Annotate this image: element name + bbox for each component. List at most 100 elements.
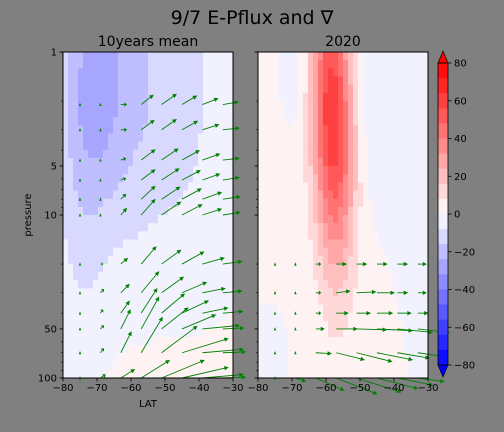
field-cell bbox=[338, 68, 344, 78]
field-cell bbox=[378, 304, 384, 314]
field-cell bbox=[78, 369, 84, 378]
field-cell bbox=[168, 117, 174, 126]
field-cell bbox=[173, 223, 179, 232]
field-cell bbox=[123, 247, 129, 257]
field-cell bbox=[63, 141, 69, 151]
field-cell bbox=[118, 109, 124, 118]
field-cell bbox=[383, 280, 389, 289]
field-cell bbox=[198, 190, 204, 200]
field-cell bbox=[298, 320, 304, 330]
field-cell bbox=[393, 255, 399, 265]
field-cell bbox=[378, 223, 384, 232]
field-cell bbox=[273, 272, 279, 281]
field-cell bbox=[418, 255, 424, 265]
field-cell bbox=[328, 361, 334, 371]
field-cell bbox=[403, 255, 409, 265]
field-cell bbox=[338, 312, 344, 322]
field-cell bbox=[223, 369, 229, 378]
field-cell bbox=[98, 174, 104, 183]
field-cell bbox=[168, 263, 174, 273]
field-cell bbox=[83, 329, 89, 338]
field-cell bbox=[88, 125, 94, 135]
field-cell bbox=[68, 76, 74, 86]
quiver-arrow bbox=[181, 150, 200, 161]
field-cell bbox=[183, 182, 189, 192]
field-cell bbox=[98, 231, 104, 241]
field-cell bbox=[138, 76, 144, 86]
field-cell bbox=[213, 76, 219, 86]
field-cell bbox=[108, 52, 114, 61]
field-cell bbox=[118, 166, 124, 175]
field-cell bbox=[303, 329, 309, 338]
field-cell bbox=[198, 231, 204, 241]
field-cell bbox=[83, 117, 89, 126]
field-cell bbox=[393, 369, 399, 378]
quiver-arrow bbox=[222, 326, 245, 331]
field-cell bbox=[143, 337, 149, 346]
field-cell bbox=[388, 125, 394, 135]
field-cell bbox=[398, 68, 404, 78]
field-cell bbox=[78, 174, 84, 183]
field-cell bbox=[83, 345, 89, 355]
field-cell bbox=[328, 263, 334, 273]
field-cell bbox=[193, 239, 199, 249]
field-cell bbox=[218, 263, 224, 273]
field-cell bbox=[213, 369, 219, 378]
field-cell bbox=[68, 109, 74, 118]
field-cell bbox=[413, 174, 419, 183]
field-cell bbox=[273, 223, 279, 232]
quiver-arrow bbox=[273, 262, 277, 266]
field-cell bbox=[383, 231, 389, 241]
field-cell bbox=[258, 312, 264, 322]
field-cell bbox=[413, 198, 419, 208]
field-cell bbox=[378, 76, 384, 86]
field-cell bbox=[278, 353, 284, 363]
field-cell bbox=[93, 60, 99, 69]
field-cell bbox=[213, 329, 219, 338]
field-cell bbox=[173, 288, 179, 298]
field-cell bbox=[178, 329, 184, 338]
field-cell bbox=[183, 125, 189, 135]
field-cell bbox=[188, 76, 194, 86]
field-cell bbox=[138, 329, 144, 338]
field-cell bbox=[218, 255, 224, 265]
field-cell bbox=[323, 182, 329, 192]
field-cell bbox=[98, 255, 104, 265]
field-cell bbox=[298, 329, 304, 338]
field-cell bbox=[343, 215, 349, 224]
field-cell bbox=[203, 361, 209, 371]
field-cell bbox=[113, 263, 119, 273]
field-cell bbox=[283, 190, 289, 200]
field-cell bbox=[158, 125, 164, 135]
field-cell bbox=[378, 280, 384, 289]
field-cell bbox=[373, 206, 379, 216]
field-cell bbox=[278, 92, 284, 102]
field-cell bbox=[83, 239, 89, 249]
field-cell bbox=[318, 320, 324, 330]
field-cell bbox=[388, 223, 394, 232]
field-cell bbox=[123, 312, 129, 322]
field-cell bbox=[423, 304, 428, 314]
field-cell bbox=[293, 361, 299, 371]
field-cell bbox=[308, 223, 314, 232]
field-cell bbox=[278, 76, 284, 86]
field-cell bbox=[98, 345, 104, 355]
field-cell bbox=[288, 92, 294, 102]
field-cell bbox=[408, 231, 414, 241]
field-cell bbox=[283, 52, 289, 61]
field-cell bbox=[138, 190, 144, 200]
field-cell bbox=[398, 280, 404, 289]
field-cell bbox=[113, 280, 119, 289]
field-cell bbox=[313, 60, 319, 69]
field-cell bbox=[228, 76, 233, 86]
field-cell bbox=[378, 100, 384, 110]
field-cell bbox=[138, 353, 144, 363]
field-cell bbox=[283, 337, 289, 346]
field-cell bbox=[413, 109, 419, 118]
field-cell bbox=[358, 263, 364, 273]
field-cell bbox=[373, 92, 379, 102]
field-cell bbox=[268, 141, 274, 151]
field-cell bbox=[68, 157, 74, 167]
field-cell bbox=[348, 198, 354, 208]
field-cell bbox=[303, 296, 309, 306]
